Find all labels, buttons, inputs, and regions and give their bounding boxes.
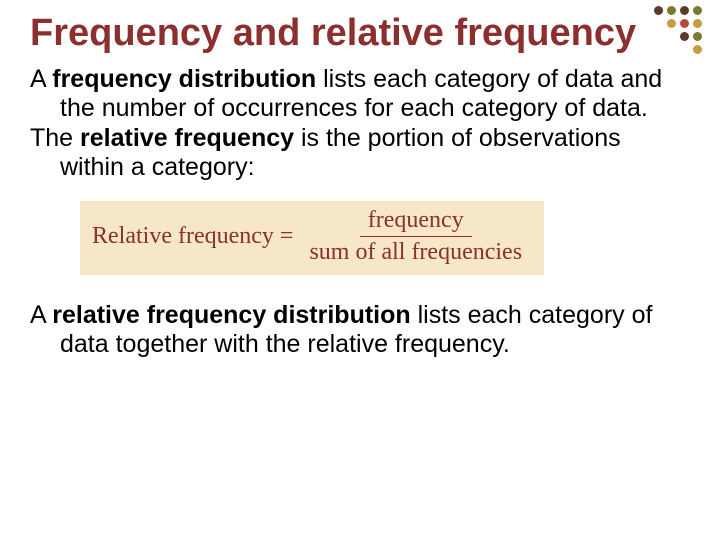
dot-icon	[680, 19, 689, 28]
dot-icon	[654, 6, 663, 15]
p1-pre: A	[30, 65, 52, 93]
formula-lhs: Relative frequency =	[92, 222, 293, 250]
dot-icon	[680, 6, 689, 15]
dot-icon	[693, 32, 702, 41]
formula: Relative frequency = frequency sum of al…	[80, 201, 544, 275]
p3-pre: A	[30, 301, 52, 329]
dot-icon	[693, 6, 702, 15]
p2-term: relative frequency	[80, 124, 294, 152]
p1-term: frequency distribution	[52, 65, 316, 93]
slide-body: A frequency distribution lists each cate…	[30, 65, 690, 360]
dot-icon	[693, 19, 702, 28]
fraction: frequency sum of all frequencies	[301, 207, 530, 267]
dot-icon	[667, 6, 676, 15]
p3-term: relative frequency distribution	[52, 301, 410, 329]
dot-icon	[693, 45, 702, 54]
dot-icon	[680, 32, 689, 41]
dot-icon	[667, 19, 676, 28]
paragraph-2: The relative frequency is the portion of…	[30, 124, 690, 183]
formula-block: Relative frequency = frequency sum of al…	[80, 201, 690, 275]
formula-numerator: frequency	[360, 207, 472, 238]
corner-dots	[654, 6, 702, 58]
paragraph-3: A relative frequency distribution lists …	[30, 301, 690, 360]
paragraph-1: A frequency distribution lists each cate…	[30, 65, 690, 124]
formula-denominator: sum of all frequencies	[301, 237, 530, 267]
p2-pre: The	[30, 124, 80, 152]
slide-title: Frequency and relative frequency	[30, 12, 690, 55]
